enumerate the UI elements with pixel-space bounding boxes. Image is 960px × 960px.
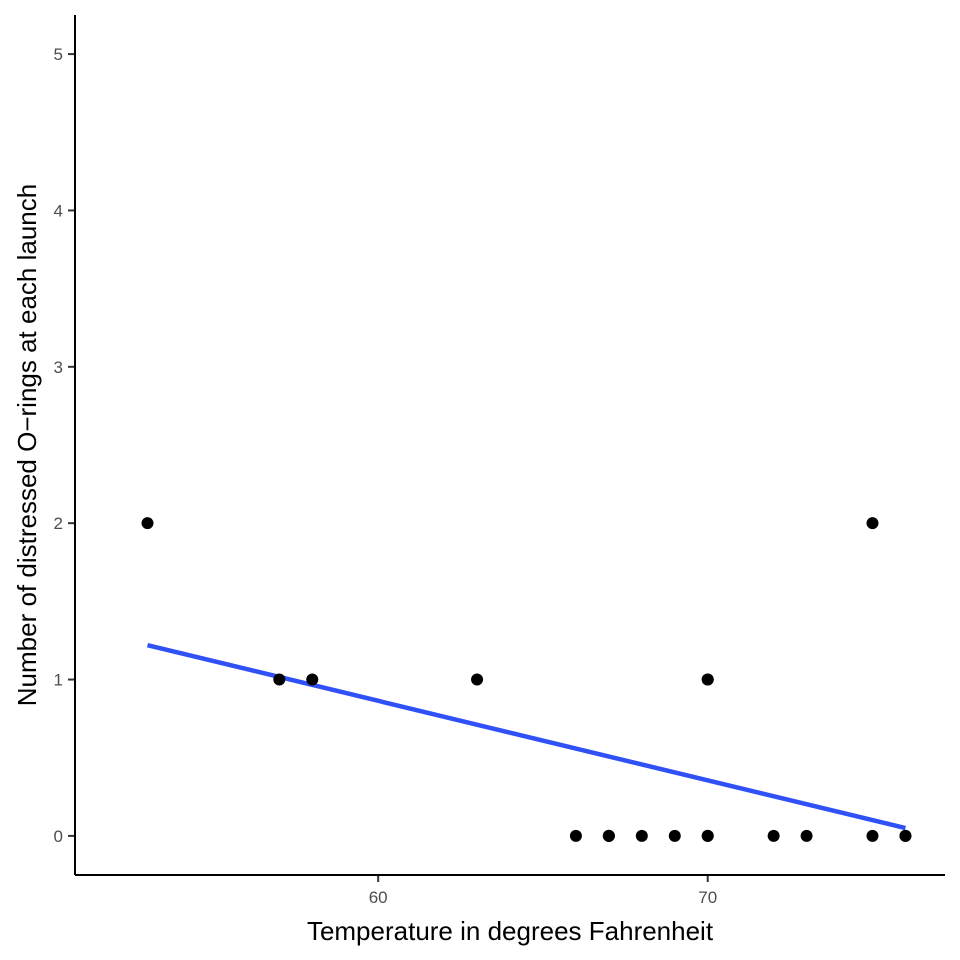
data-points-group [141,517,912,842]
x-tick-label: 70 [698,888,717,907]
x-axis-title: Temperature in degrees Fahrenheit [307,916,714,946]
data-point [602,829,615,842]
data-point [273,673,286,686]
data-point [866,829,879,842]
data-point [767,829,780,842]
data-point [306,673,319,686]
data-point [668,829,681,842]
x-tick-label: 60 [369,888,388,907]
data-point [866,517,879,530]
data-point [569,829,582,842]
tick-group: 60 70 0 1 2 3 4 5 [54,45,718,907]
data-point [800,829,813,842]
trend-line-group [146,642,906,831]
y-tick-label: 3 [54,358,63,377]
trend-line [146,642,906,831]
data-point [635,829,648,842]
y-axis-title: Number of distressed O−rings at each lau… [12,184,42,706]
data-point [141,517,154,530]
y-tick-label: 2 [54,514,63,533]
data-point [701,829,714,842]
y-tick-label: 0 [54,827,63,846]
y-tick-label: 4 [54,201,63,220]
y-tick-label: 1 [54,671,63,690]
data-point [899,829,912,842]
data-point [471,673,484,686]
data-point [701,673,714,686]
y-tick-label: 5 [54,45,63,64]
